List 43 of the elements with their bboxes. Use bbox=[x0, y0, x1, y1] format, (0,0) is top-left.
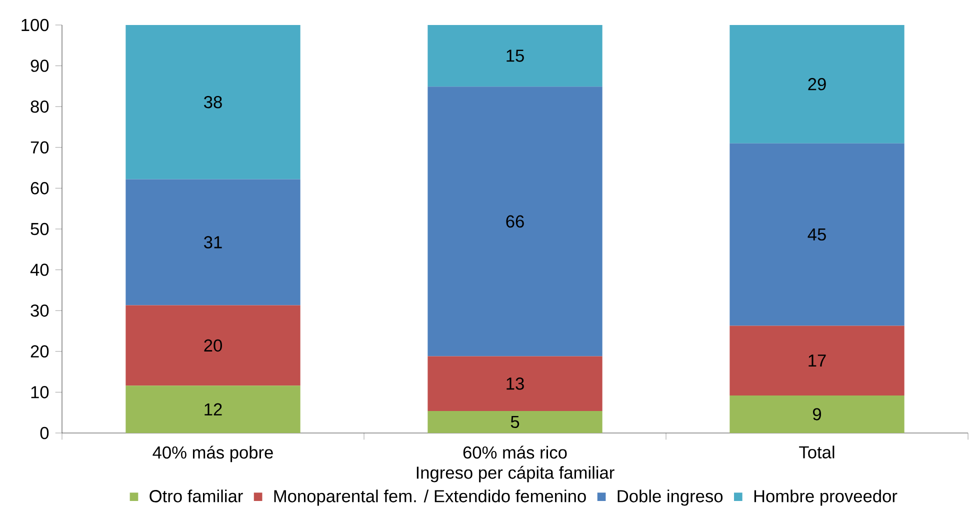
bar bbox=[126, 305, 300, 386]
y-tick-label: 70 bbox=[30, 141, 49, 154]
y-tick-label: 0 bbox=[40, 426, 49, 440]
legend-label: Monoparental fem. / Extendido femenino bbox=[274, 490, 586, 506]
legend-label: Hombre proveedor bbox=[754, 490, 898, 506]
y-tick-label: 30 bbox=[30, 304, 49, 317]
y-tick-label: 50 bbox=[30, 222, 49, 236]
x-tick-label: 40% más pobre bbox=[152, 446, 273, 462]
y-tick-label: 10 bbox=[31, 386, 49, 398]
x-tick-label: 60% más rico bbox=[463, 446, 567, 459]
bar bbox=[428, 86, 602, 356]
data-label: 5 bbox=[510, 416, 520, 428]
y-tick-label: 80 bbox=[30, 100, 49, 113]
bar bbox=[730, 143, 904, 326]
bar bbox=[126, 386, 300, 433]
data-label: 12 bbox=[204, 403, 222, 416]
data-label: 31 bbox=[204, 236, 222, 248]
y-tick-label: 40 bbox=[30, 264, 49, 276]
y-tick-label: 100 bbox=[22, 18, 49, 32]
data-label: 38 bbox=[204, 96, 222, 108]
data-label: 17 bbox=[808, 354, 826, 367]
legend-label: Otro familiar bbox=[150, 490, 243, 502]
y-tick-label: 20 bbox=[30, 345, 49, 358]
data-label: 9 bbox=[813, 408, 822, 420]
legend-label: Doble ingreso bbox=[618, 490, 723, 506]
bar bbox=[126, 25, 300, 180]
bar bbox=[428, 410, 602, 433]
bar bbox=[730, 326, 904, 396]
x-tick-label: Total bbox=[799, 446, 834, 458]
y-tick-label: 90 bbox=[30, 60, 49, 72]
bar bbox=[428, 356, 602, 411]
data-label: 45 bbox=[808, 228, 826, 241]
bar bbox=[730, 395, 904, 433]
y-tick-label: 60 bbox=[30, 182, 49, 194]
data-label: 66 bbox=[506, 215, 524, 228]
x-axis-title: Ingreso per cápita familiar bbox=[416, 466, 614, 482]
data-label: 29 bbox=[808, 78, 826, 90]
bar bbox=[428, 25, 602, 87]
data-label: 13 bbox=[506, 377, 524, 390]
data-label: 20 bbox=[204, 339, 222, 352]
bar bbox=[126, 179, 300, 306]
bar bbox=[730, 25, 904, 144]
data-label: 15 bbox=[506, 50, 524, 62]
